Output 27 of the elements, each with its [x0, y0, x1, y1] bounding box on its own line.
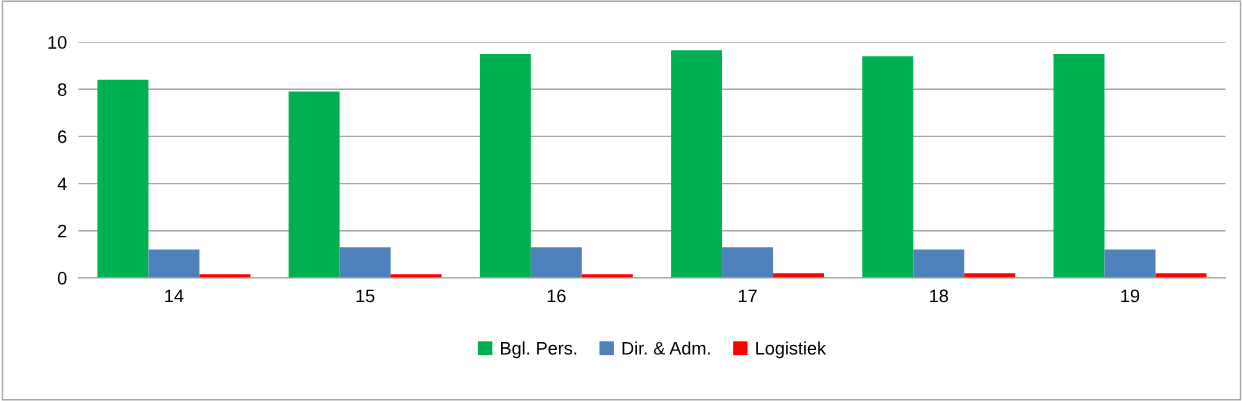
- x-tick-label: 18: [930, 289, 949, 303]
- legend-label: Logistiek: [756, 341, 827, 359]
- y-tick-label: 2: [58, 224, 67, 238]
- x-tick-label: 19: [1121, 289, 1140, 303]
- bar: [530, 247, 582, 278]
- y-tick-label: 10: [48, 36, 67, 49]
- y-tick-label: 6: [58, 130, 67, 144]
- x-tick-label: 15: [356, 289, 375, 303]
- bar: [148, 249, 200, 278]
- bar: [339, 247, 391, 278]
- y-tick-label: 4: [57, 177, 67, 191]
- bar: [1104, 249, 1156, 278]
- bar: [1053, 53, 1105, 278]
- legend-label: Bgl. Pers.: [501, 341, 577, 359]
- bar: [671, 50, 723, 278]
- bar: [288, 91, 340, 278]
- bar: [722, 247, 774, 278]
- bar: [862, 56, 914, 278]
- legend-label: Dir. & Adm.: [622, 341, 710, 355]
- x-tick-label: 17: [738, 289, 757, 303]
- x-tick-label: 16: [547, 289, 566, 303]
- y-tick-label: 8: [57, 83, 67, 96]
- bar: [913, 249, 965, 278]
- x-tick-label: 14: [165, 289, 184, 303]
- y-tick-label: 0: [57, 271, 67, 285]
- bar: [479, 53, 531, 278]
- bar: [97, 79, 149, 278]
